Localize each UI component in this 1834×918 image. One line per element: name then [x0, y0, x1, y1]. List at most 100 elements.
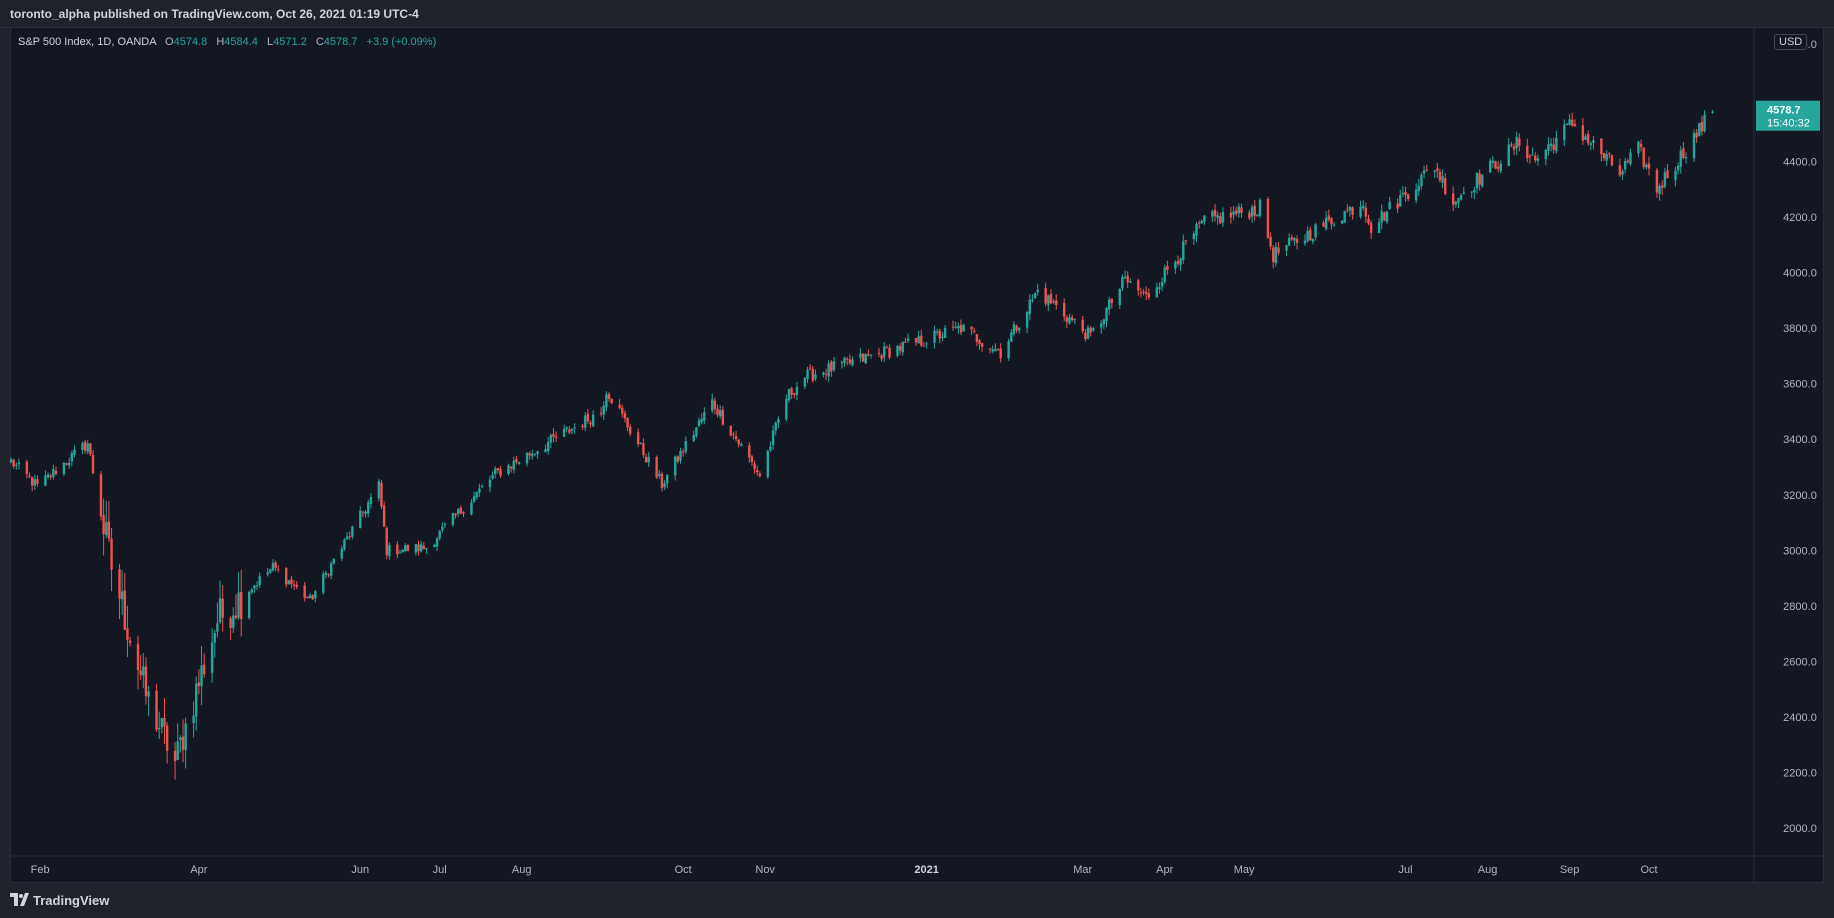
candle-body — [1049, 293, 1053, 304]
candle-body — [433, 544, 436, 548]
candle-body — [1475, 173, 1479, 189]
candle-body — [382, 505, 386, 527]
candle-body — [1293, 238, 1296, 241]
candle-body — [1605, 153, 1608, 161]
candle-body — [1068, 317, 1071, 324]
candle-body — [160, 718, 164, 728]
candle-body — [266, 572, 269, 575]
candle-body — [941, 336, 944, 338]
candle-body — [515, 459, 518, 463]
candle-body — [568, 429, 571, 433]
y-tick-label: 4200.0 — [1783, 212, 1817, 224]
candle-body — [1007, 341, 1010, 359]
candle-body — [573, 427, 576, 429]
candle-body — [364, 511, 367, 515]
x-tick-label: Jun — [351, 864, 369, 876]
candle-body — [718, 410, 722, 417]
candle-body — [713, 400, 717, 409]
candle-body — [1200, 220, 1203, 224]
y-tick-label: 2200.0 — [1783, 768, 1817, 780]
candle-body — [499, 468, 502, 476]
candle-body — [1388, 201, 1391, 210]
candle-body — [591, 414, 595, 427]
candle-body — [1033, 293, 1037, 299]
candle-body — [888, 347, 891, 358]
y-tick-label: 2400.0 — [1783, 712, 1817, 724]
candle-body — [1100, 323, 1103, 328]
x-tick-label: Feb — [31, 864, 50, 876]
candle-body — [1166, 265, 1169, 270]
candle-body — [1608, 153, 1611, 155]
candle-body — [843, 357, 846, 364]
candle-body — [1269, 236, 1272, 247]
candle-body — [943, 328, 947, 338]
candle-body — [1454, 201, 1458, 205]
candle-body — [494, 468, 497, 475]
candle-body — [544, 449, 547, 453]
candle-body — [1404, 191, 1407, 196]
candle-body — [1547, 144, 1550, 151]
candle-body — [994, 349, 997, 352]
candle-body — [15, 464, 18, 466]
candle-body — [642, 443, 645, 456]
candle-body — [1129, 281, 1132, 283]
candle-body — [404, 545, 407, 552]
x-tick-label: Mar — [1073, 864, 1092, 876]
candle-body — [1600, 138, 1603, 155]
candle-body — [1663, 172, 1667, 187]
candle-body — [136, 643, 140, 671]
candle-body — [470, 502, 473, 515]
y-tick-label: 3800.0 — [1783, 323, 1817, 335]
candle-body — [684, 441, 687, 452]
x-tick-label: May — [1234, 864, 1255, 876]
candle-body — [695, 427, 698, 436]
candle-body — [1610, 155, 1614, 166]
candle-body — [1639, 143, 1643, 148]
candle-body — [1602, 152, 1606, 159]
candle-body — [65, 463, 68, 465]
candle-body — [528, 453, 531, 456]
candle-body — [629, 426, 632, 434]
legend-high-value: 4584.4 — [224, 36, 258, 48]
candle-body — [1481, 174, 1484, 187]
candle-body — [951, 326, 955, 328]
candle-body — [1285, 245, 1288, 251]
candle-body — [1343, 211, 1346, 223]
candle-body — [663, 483, 666, 488]
candle-body — [1565, 124, 1569, 126]
candle-body — [1399, 195, 1402, 207]
candle-body — [417, 544, 420, 552]
legend-open-value: 4574.8 — [173, 36, 208, 48]
candle-body — [753, 463, 756, 470]
currency-button[interactable]: USD — [1774, 34, 1808, 50]
chart-pane[interactable] — [10, 27, 1824, 883]
candle-body — [938, 330, 942, 339]
candle-body — [322, 573, 325, 593]
candle-body — [978, 340, 981, 345]
candle-body — [1359, 206, 1362, 217]
candle-body — [99, 474, 103, 517]
candle-body — [806, 369, 809, 380]
candle-body — [306, 596, 309, 599]
candle-body — [570, 428, 574, 431]
candle-body — [1700, 121, 1704, 132]
candle-body — [957, 325, 960, 329]
candle-body — [332, 559, 336, 564]
candle-body — [737, 439, 740, 445]
candle-body — [441, 526, 444, 531]
candle-body — [808, 367, 812, 369]
candle-body — [525, 452, 529, 464]
candle-body — [581, 425, 584, 428]
candle-body — [303, 585, 306, 598]
candle-body — [1666, 170, 1669, 179]
candle-body — [1160, 281, 1164, 287]
candle-body — [107, 521, 111, 539]
candle-body — [176, 741, 179, 760]
candle-body — [1184, 240, 1188, 242]
candle-body — [1176, 260, 1180, 264]
candle-body — [1531, 154, 1534, 156]
candle-body — [1070, 317, 1074, 321]
candle-body — [250, 589, 254, 593]
candle-body — [1473, 189, 1476, 193]
